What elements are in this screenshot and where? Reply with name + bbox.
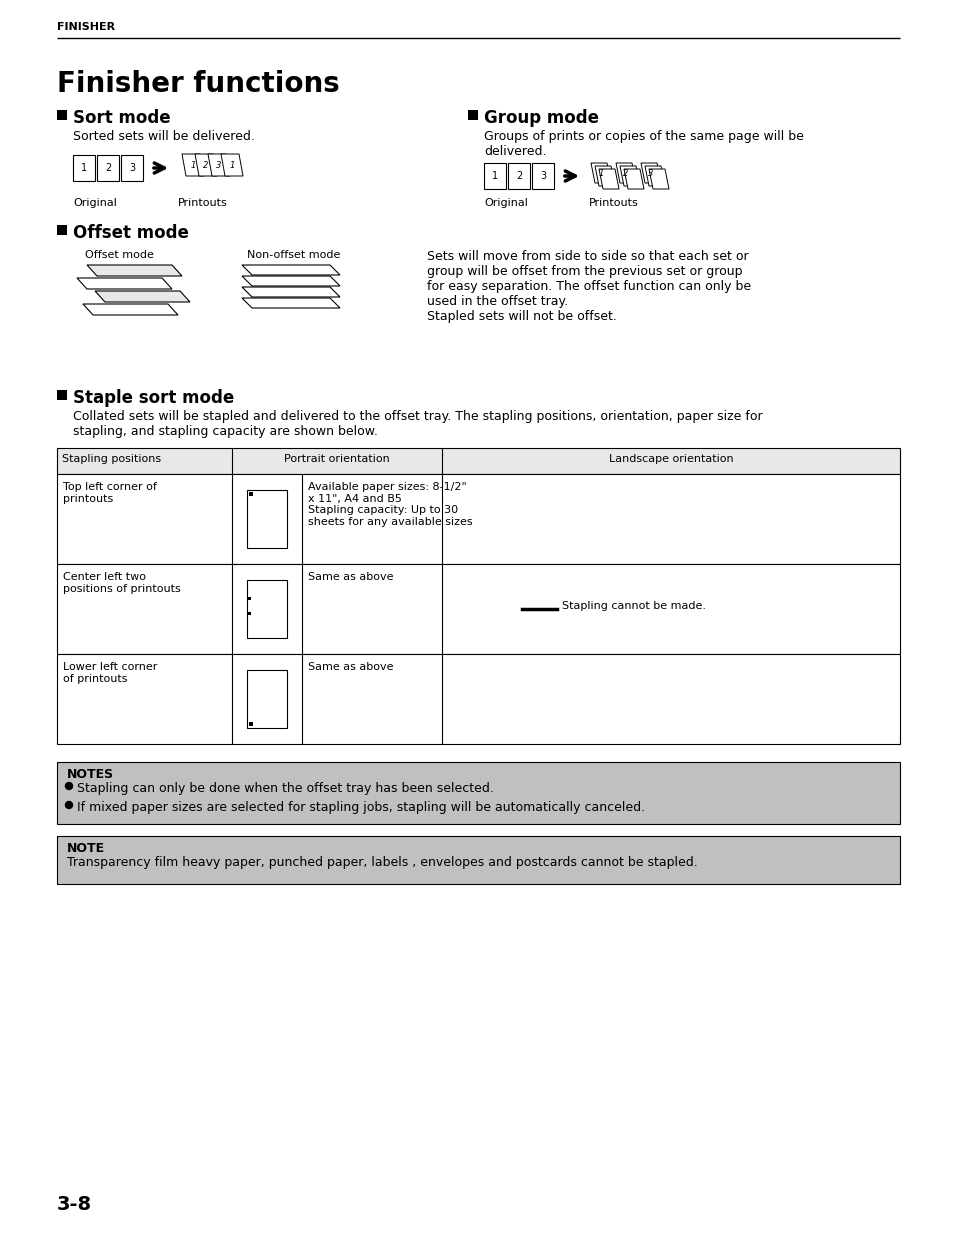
Polygon shape (242, 275, 339, 287)
Polygon shape (623, 169, 643, 189)
Polygon shape (242, 266, 339, 275)
Text: 1: 1 (190, 161, 195, 169)
Text: 3-8: 3-8 (57, 1195, 92, 1214)
Bar (249, 492, 253, 496)
Bar (57, 474, 899, 564)
Text: Landscape orientation: Landscape orientation (608, 454, 733, 464)
Bar (57, 110, 67, 120)
Bar (468, 110, 477, 120)
Text: Stapling cannot be made.: Stapling cannot be made. (561, 601, 705, 611)
Polygon shape (87, 266, 182, 275)
Bar (247, 580, 287, 638)
Bar (57, 762, 899, 824)
Bar (57, 564, 899, 655)
Bar (57, 448, 899, 474)
Text: Top left corner of
printouts: Top left corner of printouts (63, 482, 156, 504)
Polygon shape (598, 169, 618, 189)
Text: Original: Original (73, 198, 117, 207)
Polygon shape (595, 165, 615, 186)
Text: 1: 1 (229, 161, 234, 169)
Text: 3: 3 (216, 161, 221, 169)
Bar (97, 156, 119, 182)
Text: Same as above: Same as above (308, 662, 393, 672)
Polygon shape (590, 163, 610, 183)
Polygon shape (242, 287, 339, 296)
Text: 3: 3 (129, 163, 135, 173)
Polygon shape (242, 298, 339, 308)
Text: 2: 2 (622, 168, 628, 178)
Text: 2: 2 (105, 163, 111, 173)
Bar (247, 671, 287, 727)
Bar (57, 655, 899, 743)
Text: Stapling can only be done when the offset tray has been selected.: Stapling can only be done when the offse… (77, 782, 494, 795)
Text: Offset mode: Offset mode (85, 249, 153, 261)
Text: NOTE: NOTE (67, 842, 105, 855)
Text: 1: 1 (598, 168, 603, 178)
Text: 1: 1 (81, 163, 87, 173)
Text: Printouts: Printouts (589, 198, 639, 207)
Polygon shape (182, 154, 204, 177)
Text: Lower left corner
of printouts: Lower left corner of printouts (63, 662, 157, 684)
Text: Portrait orientation: Portrait orientation (284, 454, 390, 464)
Text: Staple sort mode: Staple sort mode (73, 389, 234, 408)
Bar (249, 722, 253, 726)
Polygon shape (648, 169, 668, 189)
Text: FINISHER: FINISHER (57, 22, 115, 32)
Text: 2: 2 (516, 170, 521, 182)
Polygon shape (221, 154, 243, 177)
Bar (57, 225, 67, 235)
Polygon shape (644, 165, 664, 186)
Text: Transparency film heavy paper, punched paper, labels , envelopes and postcards c: Transparency film heavy paper, punched p… (67, 856, 697, 869)
Bar (57, 836, 899, 884)
Polygon shape (619, 165, 639, 186)
Text: Sets will move from side to side so that each set or
group will be offset from t: Sets will move from side to side so that… (427, 249, 750, 324)
Bar (57, 390, 67, 400)
Bar (73, 156, 95, 182)
Circle shape (66, 783, 72, 789)
Text: 2: 2 (203, 161, 209, 169)
Polygon shape (194, 154, 216, 177)
Circle shape (66, 802, 72, 809)
Text: Collated sets will be stapled and delivered to the offset tray. The stapling pos: Collated sets will be stapled and delive… (73, 410, 761, 438)
Text: 3: 3 (648, 168, 653, 178)
Polygon shape (95, 291, 190, 303)
Text: Printouts: Printouts (178, 198, 228, 207)
Text: Stapling positions: Stapling positions (62, 454, 161, 464)
Text: Available paper sizes: 8-1/2"
x 11", A4 and B5
Stapling capacity: Up to 30
sheet: Available paper sizes: 8-1/2" x 11", A4 … (308, 482, 472, 527)
Text: Non-offset mode: Non-offset mode (247, 249, 340, 261)
Text: If mixed paper sizes are selected for stapling jobs, stapling will be automatica: If mixed paper sizes are selected for st… (77, 802, 644, 814)
Bar (57, 836, 899, 884)
Text: 1: 1 (492, 170, 497, 182)
Text: Original: Original (483, 198, 527, 207)
Bar (248, 597, 251, 600)
Text: 3: 3 (539, 170, 545, 182)
Text: Same as above: Same as above (308, 572, 393, 582)
Text: Groups of prints or copies of the same page will be
delivered.: Groups of prints or copies of the same p… (483, 130, 803, 158)
Bar (532, 163, 554, 189)
Bar (248, 613, 251, 615)
Bar (483, 163, 505, 189)
Polygon shape (208, 154, 230, 177)
Text: Offset mode: Offset mode (73, 224, 189, 242)
Text: Group mode: Group mode (483, 109, 598, 127)
Bar (507, 163, 530, 189)
Bar (247, 490, 287, 548)
Polygon shape (640, 163, 660, 183)
Text: Finisher functions: Finisher functions (57, 70, 339, 98)
Polygon shape (616, 163, 636, 183)
Bar (57, 762, 899, 824)
Text: Sort mode: Sort mode (73, 109, 171, 127)
Polygon shape (77, 278, 172, 289)
Text: Center left two
positions of printouts: Center left two positions of printouts (63, 572, 180, 594)
Bar (121, 156, 143, 182)
Polygon shape (83, 304, 178, 315)
Text: Sorted sets will be delivered.: Sorted sets will be delivered. (73, 130, 254, 143)
Text: NOTES: NOTES (67, 768, 114, 781)
Bar (57, 448, 899, 474)
